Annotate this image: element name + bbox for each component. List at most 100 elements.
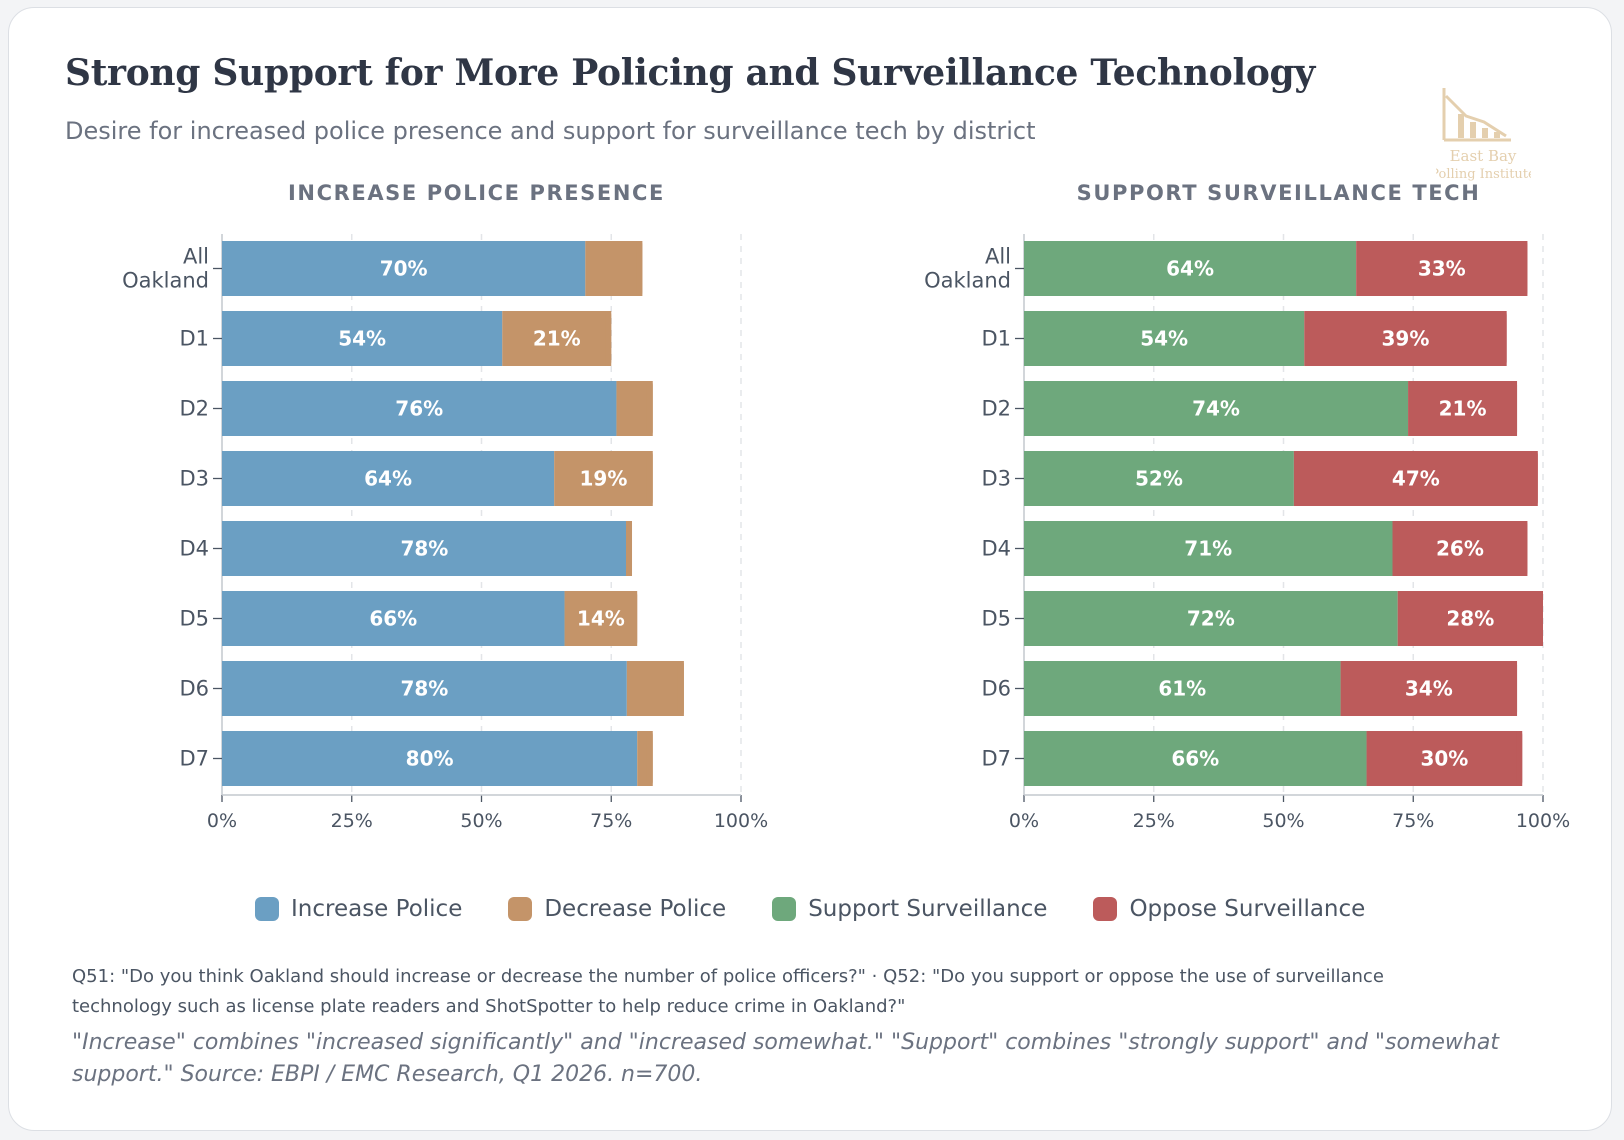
bar-value-label: 74%	[1192, 397, 1240, 421]
bar-decrease-police-d5	[564, 591, 638, 646]
category-label-d2: D2	[179, 397, 209, 421]
bar-oppose-surveillance-d6	[1340, 661, 1518, 716]
category-label-d4: D4	[179, 537, 209, 561]
category-label-d1: D1	[981, 327, 1011, 351]
legend-label: Oppose Surveillance	[1129, 896, 1366, 922]
legend-item-decrease-police: Decrease Police	[508, 896, 726, 922]
bar-value-label: 64%	[364, 467, 412, 491]
logo-line-1: East Bay	[1450, 147, 1517, 165]
bar-value-label: 66%	[369, 607, 417, 631]
chart-subtitle: Desire for increased police presence and…	[65, 117, 1036, 145]
bar-end-cap	[631, 591, 638, 646]
bar-decrease-police-d2	[616, 381, 653, 436]
bar-support-surveillance-d3	[1024, 451, 1294, 506]
category-label-d7: D7	[179, 747, 209, 771]
bar-end-cap	[1521, 241, 1528, 296]
bar-oppose-surveillance-d2	[1408, 381, 1518, 436]
bar-end-cap	[1516, 731, 1523, 786]
bar-oppose-surveillance-d5	[1397, 591, 1543, 646]
panel-title-surveillance: SUPPORT SURVEILLANCE TECH	[1077, 181, 1481, 205]
x-tick-label: 75%	[590, 810, 632, 832]
legend-swatch-increase-police	[255, 897, 279, 921]
bar-end-cap	[677, 661, 684, 716]
bar-increase-police-d3	[222, 451, 555, 506]
bar-value-label: 34%	[1405, 677, 1453, 701]
chart-title: Strong Support for More Policing and Sur…	[65, 52, 1316, 94]
category-label-d5: D5	[981, 607, 1011, 631]
bar-increase-police-d1	[222, 311, 503, 366]
bar-support-surveillance-d1	[1024, 311, 1305, 366]
x-tick-label: 0%	[207, 810, 237, 832]
x-tick-label: 0%	[1009, 810, 1039, 832]
category-label-d1: D1	[179, 327, 209, 351]
bar-value-label: 72%	[1187, 607, 1235, 631]
bar-increase-police-d2	[222, 381, 617, 436]
category-label-all-oakland: All Oakland	[924, 245, 1011, 293]
bar-oppose-surveillance-d1	[1304, 311, 1507, 366]
bar-decrease-police-d6	[626, 661, 684, 716]
x-tick-label: 100%	[714, 810, 768, 832]
bar-oppose-surveillance-all-oakland	[1356, 241, 1528, 296]
bar-increase-police-d4	[222, 521, 627, 576]
legend-swatch-decrease-police	[508, 897, 533, 921]
panel-title-police: INCREASE POLICE PRESENCE	[288, 181, 665, 205]
logo-icon: East Bay Polling Institute	[1436, 88, 1531, 182]
bar-increase-police-d5	[222, 591, 565, 646]
category-label-d4: D4	[981, 537, 1011, 561]
bar-value-label: 39%	[1382, 327, 1430, 351]
bar-end-cap	[1531, 451, 1538, 506]
bar-support-surveillance-d2	[1024, 381, 1409, 436]
bar-decrease-police-d3	[554, 451, 653, 506]
bar-end-cap	[1521, 521, 1528, 576]
bar-value-label: 61%	[1158, 677, 1206, 701]
bar-value-label: 76%	[395, 397, 443, 421]
bar-oppose-surveillance-d7	[1366, 731, 1523, 786]
category-label-all-oakland: All Oakland	[122, 245, 209, 293]
bar-end-cap	[1537, 591, 1543, 646]
bar-increase-police-d7	[222, 731, 638, 786]
legend-item-increase-police: Increase Police	[255, 896, 462, 922]
bar-value-label: 21%	[1439, 397, 1487, 421]
x-tick-label: 25%	[1133, 810, 1175, 832]
x-tick-label: 100%	[1516, 810, 1570, 832]
bar-value-label: 70%	[380, 257, 428, 281]
bar-oppose-surveillance-d4	[1392, 521, 1528, 576]
bar-end-cap	[1500, 311, 1507, 366]
legend-label: Decrease Police	[544, 896, 727, 922]
bar-value-label: 78%	[400, 537, 448, 561]
legend-label: Increase Police	[291, 896, 463, 922]
bar-end-cap	[646, 731, 653, 786]
bar-value-label: 78%	[400, 677, 448, 701]
bar-decrease-police-all-oakland	[585, 241, 643, 296]
bar-support-surveillance-d6	[1024, 661, 1341, 716]
category-label-d2: D2	[981, 397, 1011, 421]
logo-line-2: Polling Institute	[1436, 167, 1531, 182]
bar-value-label: 64%	[1166, 257, 1214, 281]
bar-value-label: 30%	[1420, 747, 1468, 771]
bar-increase-police-all-oakland	[222, 241, 586, 296]
question-note: Q51: "Do you think Oakland should increa…	[72, 966, 1384, 1017]
stacked-bar-charts: INCREASE POLICE PRESENCE 0% 25% 50% 75% 100% A…	[122, 181, 1570, 832]
bar-support-surveillance-all-oakland	[1024, 241, 1357, 296]
bar-value-label: 28%	[1446, 607, 1494, 631]
chart-legend: Increase Police Decrease Police Support …	[255, 896, 1365, 922]
bar-value-label: 26%	[1436, 537, 1484, 561]
bar-end-cap	[646, 451, 653, 506]
bar-end-cap	[636, 241, 643, 296]
bar-value-label: 47%	[1392, 467, 1440, 491]
bar-value-label: 71%	[1184, 537, 1232, 561]
legend-item-support-surveillance: Support Surveillance	[772, 896, 1047, 922]
x-tick-label: 25%	[331, 810, 373, 832]
bar-oppose-surveillance-d3	[1293, 451, 1538, 506]
legend-item-oppose-surveillance: Oppose Surveillance	[1093, 896, 1365, 922]
bar-support-surveillance-d7	[1024, 731, 1367, 786]
bar-value-label: 54%	[1140, 327, 1188, 351]
bar-end-cap	[1511, 381, 1518, 436]
legend-swatch-support-surveillance	[772, 897, 797, 921]
bar-end-cap	[646, 381, 653, 436]
bar-end-cap	[626, 521, 633, 576]
bar-end-cap	[605, 311, 612, 366]
category-label-d7: D7	[981, 747, 1011, 771]
bar-value-label: 52%	[1135, 467, 1183, 491]
category-label-d6: D6	[179, 677, 209, 701]
